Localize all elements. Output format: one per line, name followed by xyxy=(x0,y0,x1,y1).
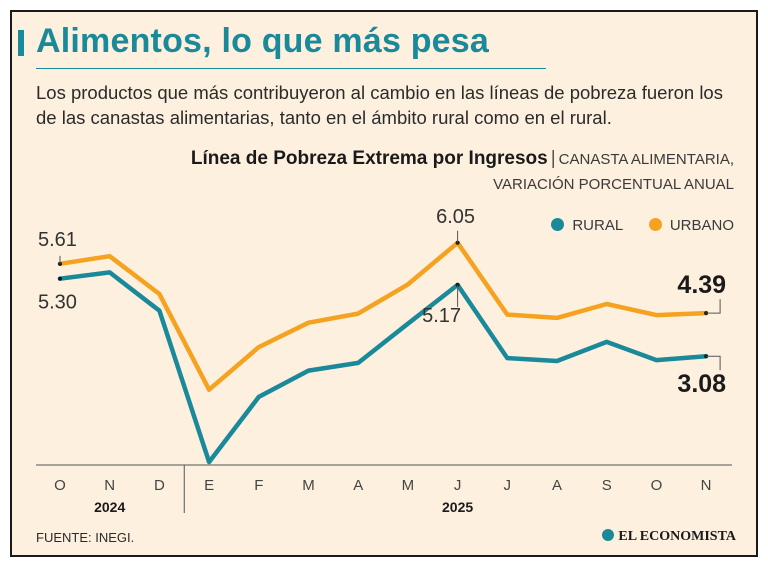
annotation-leader xyxy=(706,299,721,314)
x-tick-label: N xyxy=(701,477,712,494)
data-label: 3.08 xyxy=(677,370,726,398)
x-tick-label: S xyxy=(602,477,612,494)
x-tick-label: J xyxy=(454,477,462,494)
x-tick-label: N xyxy=(104,477,115,494)
series-line-rural xyxy=(57,270,709,465)
data-label: 4.39 xyxy=(677,271,726,299)
data-label: 5.30 xyxy=(38,292,77,314)
x-tick-label: O xyxy=(651,477,663,494)
x-year-label: 2025 xyxy=(442,499,473,515)
legend-label-urbano: URBANO xyxy=(669,217,734,234)
x-tick-label: A xyxy=(353,477,363,494)
x-tick-label: J xyxy=(504,477,512,494)
annotation-point xyxy=(58,276,62,281)
legend-dot-urbano-icon xyxy=(648,218,662,231)
legend-dot-rural-icon xyxy=(551,218,565,231)
brand-mark-icon xyxy=(602,529,615,541)
brand-logo: EL ECONOMISTA xyxy=(602,529,736,545)
x-tick-label: M xyxy=(302,477,315,494)
data-label: 5.17 xyxy=(422,305,461,327)
title-underline xyxy=(36,68,546,69)
page-subtitle: Los productos que más contribuyeron al c… xyxy=(36,82,723,128)
annotation-leader xyxy=(706,355,721,371)
legend-item-rural: RURAL xyxy=(551,217,623,234)
chart-subtitle-line1: CANASTA ALIMENTARIA, xyxy=(558,151,734,168)
x-tick-label: E xyxy=(204,477,214,494)
chart-subtitle-line2: VARIACIÓN PORCENTUAL ANUAL xyxy=(493,176,734,193)
chart-title-separator: | xyxy=(550,148,556,169)
legend-item-urbano: URBANO xyxy=(648,217,734,234)
page-title: Alimentos, lo que más pesa xyxy=(36,22,489,60)
chart-header: Línea de Pobreza Extrema por Ingresos | CA… xyxy=(191,148,734,193)
x-tick-label: A xyxy=(552,477,562,494)
x-tick-label: D xyxy=(154,477,165,494)
chart-title: Línea de Pobreza Extrema por Ingresos xyxy=(190,148,548,169)
x-year-label: 2024 xyxy=(94,499,125,515)
chart-legend: RURAL URBANO xyxy=(529,217,734,234)
x-tick-label: O xyxy=(54,477,66,494)
brand-name: EL ECONOMISTA xyxy=(618,529,736,544)
legend-label-rural: RURAL xyxy=(572,217,623,234)
data-label: 6.05 xyxy=(436,206,475,228)
x-tick-label: M xyxy=(402,477,415,494)
source-note: FUENTE: INEGI. xyxy=(36,530,135,545)
data-label: 5.61 xyxy=(38,229,77,251)
series-line-urbano xyxy=(57,240,709,392)
x-tick-label: F xyxy=(254,477,263,494)
title-accent-bar xyxy=(18,30,24,56)
infographic-frame: Alimentos, lo que más pesa Los productos… xyxy=(10,10,758,557)
